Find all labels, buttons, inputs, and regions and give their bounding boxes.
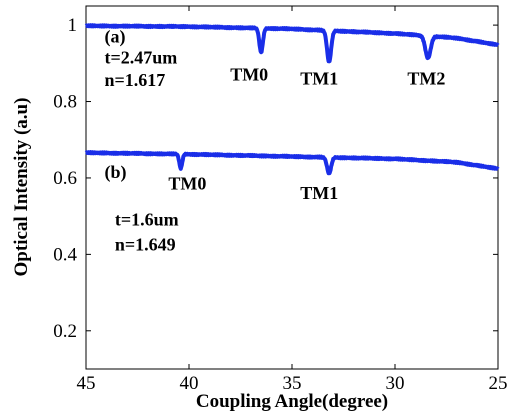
annotations: (a)t=2.47um n=1.617 TM0 TM1 TM2 (b) TM0 TM1 t=1.…: [105, 26, 446, 254]
y-tick-label: 0.2: [53, 321, 77, 342]
x-tick-label: 35: [283, 373, 302, 394]
annotation-b-index: n=1.649: [115, 235, 176, 255]
x-tick-label: 45: [77, 373, 96, 394]
annotation-b-tm1: TM1: [300, 183, 338, 203]
ticks: [85, 6, 499, 369]
x-tick-label: 25: [489, 373, 507, 394]
y-tick-label: 0.4: [53, 244, 77, 265]
annotation-a-label: (a): [105, 26, 126, 47]
x-tick-label: 40: [180, 373, 199, 394]
annotation-b-thickness: t=1.6um: [115, 210, 179, 230]
annotation-a-tm2: TM2: [407, 68, 445, 88]
y-tick-label: 0.8: [53, 92, 77, 113]
annotation-a-index: n=1.617: [105, 70, 166, 90]
y-tick-label: 0.6: [53, 168, 77, 189]
y-tick-label: 1: [68, 15, 78, 36]
annotation-b-label: (b): [105, 162, 127, 183]
tick-labels: 45 40 35 30 25 0.2 0.4 0.6 0.8 1: [53, 15, 507, 394]
annotation-a-tm1: TM1: [300, 68, 338, 88]
series-line-1: [84, 150, 500, 176]
y-axis-title: Optical Intensity (a.u): [11, 98, 32, 277]
x-axis-title: Coupling Angle(degree): [196, 391, 388, 412]
x-tick-label: 30: [386, 373, 405, 394]
annotation-b-tm0: TM0: [168, 173, 206, 193]
annotation-a-tm0: TM0: [230, 65, 268, 85]
annotation-a-thickness: t=2.47um: [105, 47, 178, 67]
series-line-0: [84, 23, 500, 64]
series: [84, 23, 500, 176]
